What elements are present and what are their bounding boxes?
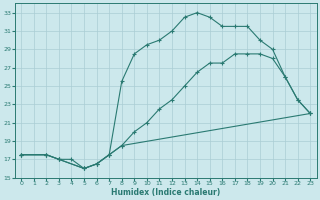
- X-axis label: Humidex (Indice chaleur): Humidex (Indice chaleur): [111, 188, 220, 197]
